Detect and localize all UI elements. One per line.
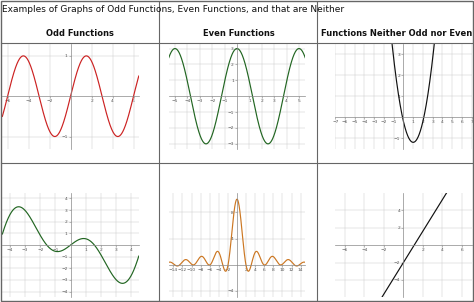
Text: Even Functions: Even Functions: [202, 29, 274, 38]
Text: Examples of Graphs of Odd Functions, Even Functions, and that are Neither: Examples of Graphs of Odd Functions, Eve…: [2, 5, 345, 14]
Text: Functions Neither Odd nor Even: Functions Neither Odd nor Even: [321, 29, 473, 38]
Text: Odd Functions: Odd Functions: [46, 29, 114, 38]
